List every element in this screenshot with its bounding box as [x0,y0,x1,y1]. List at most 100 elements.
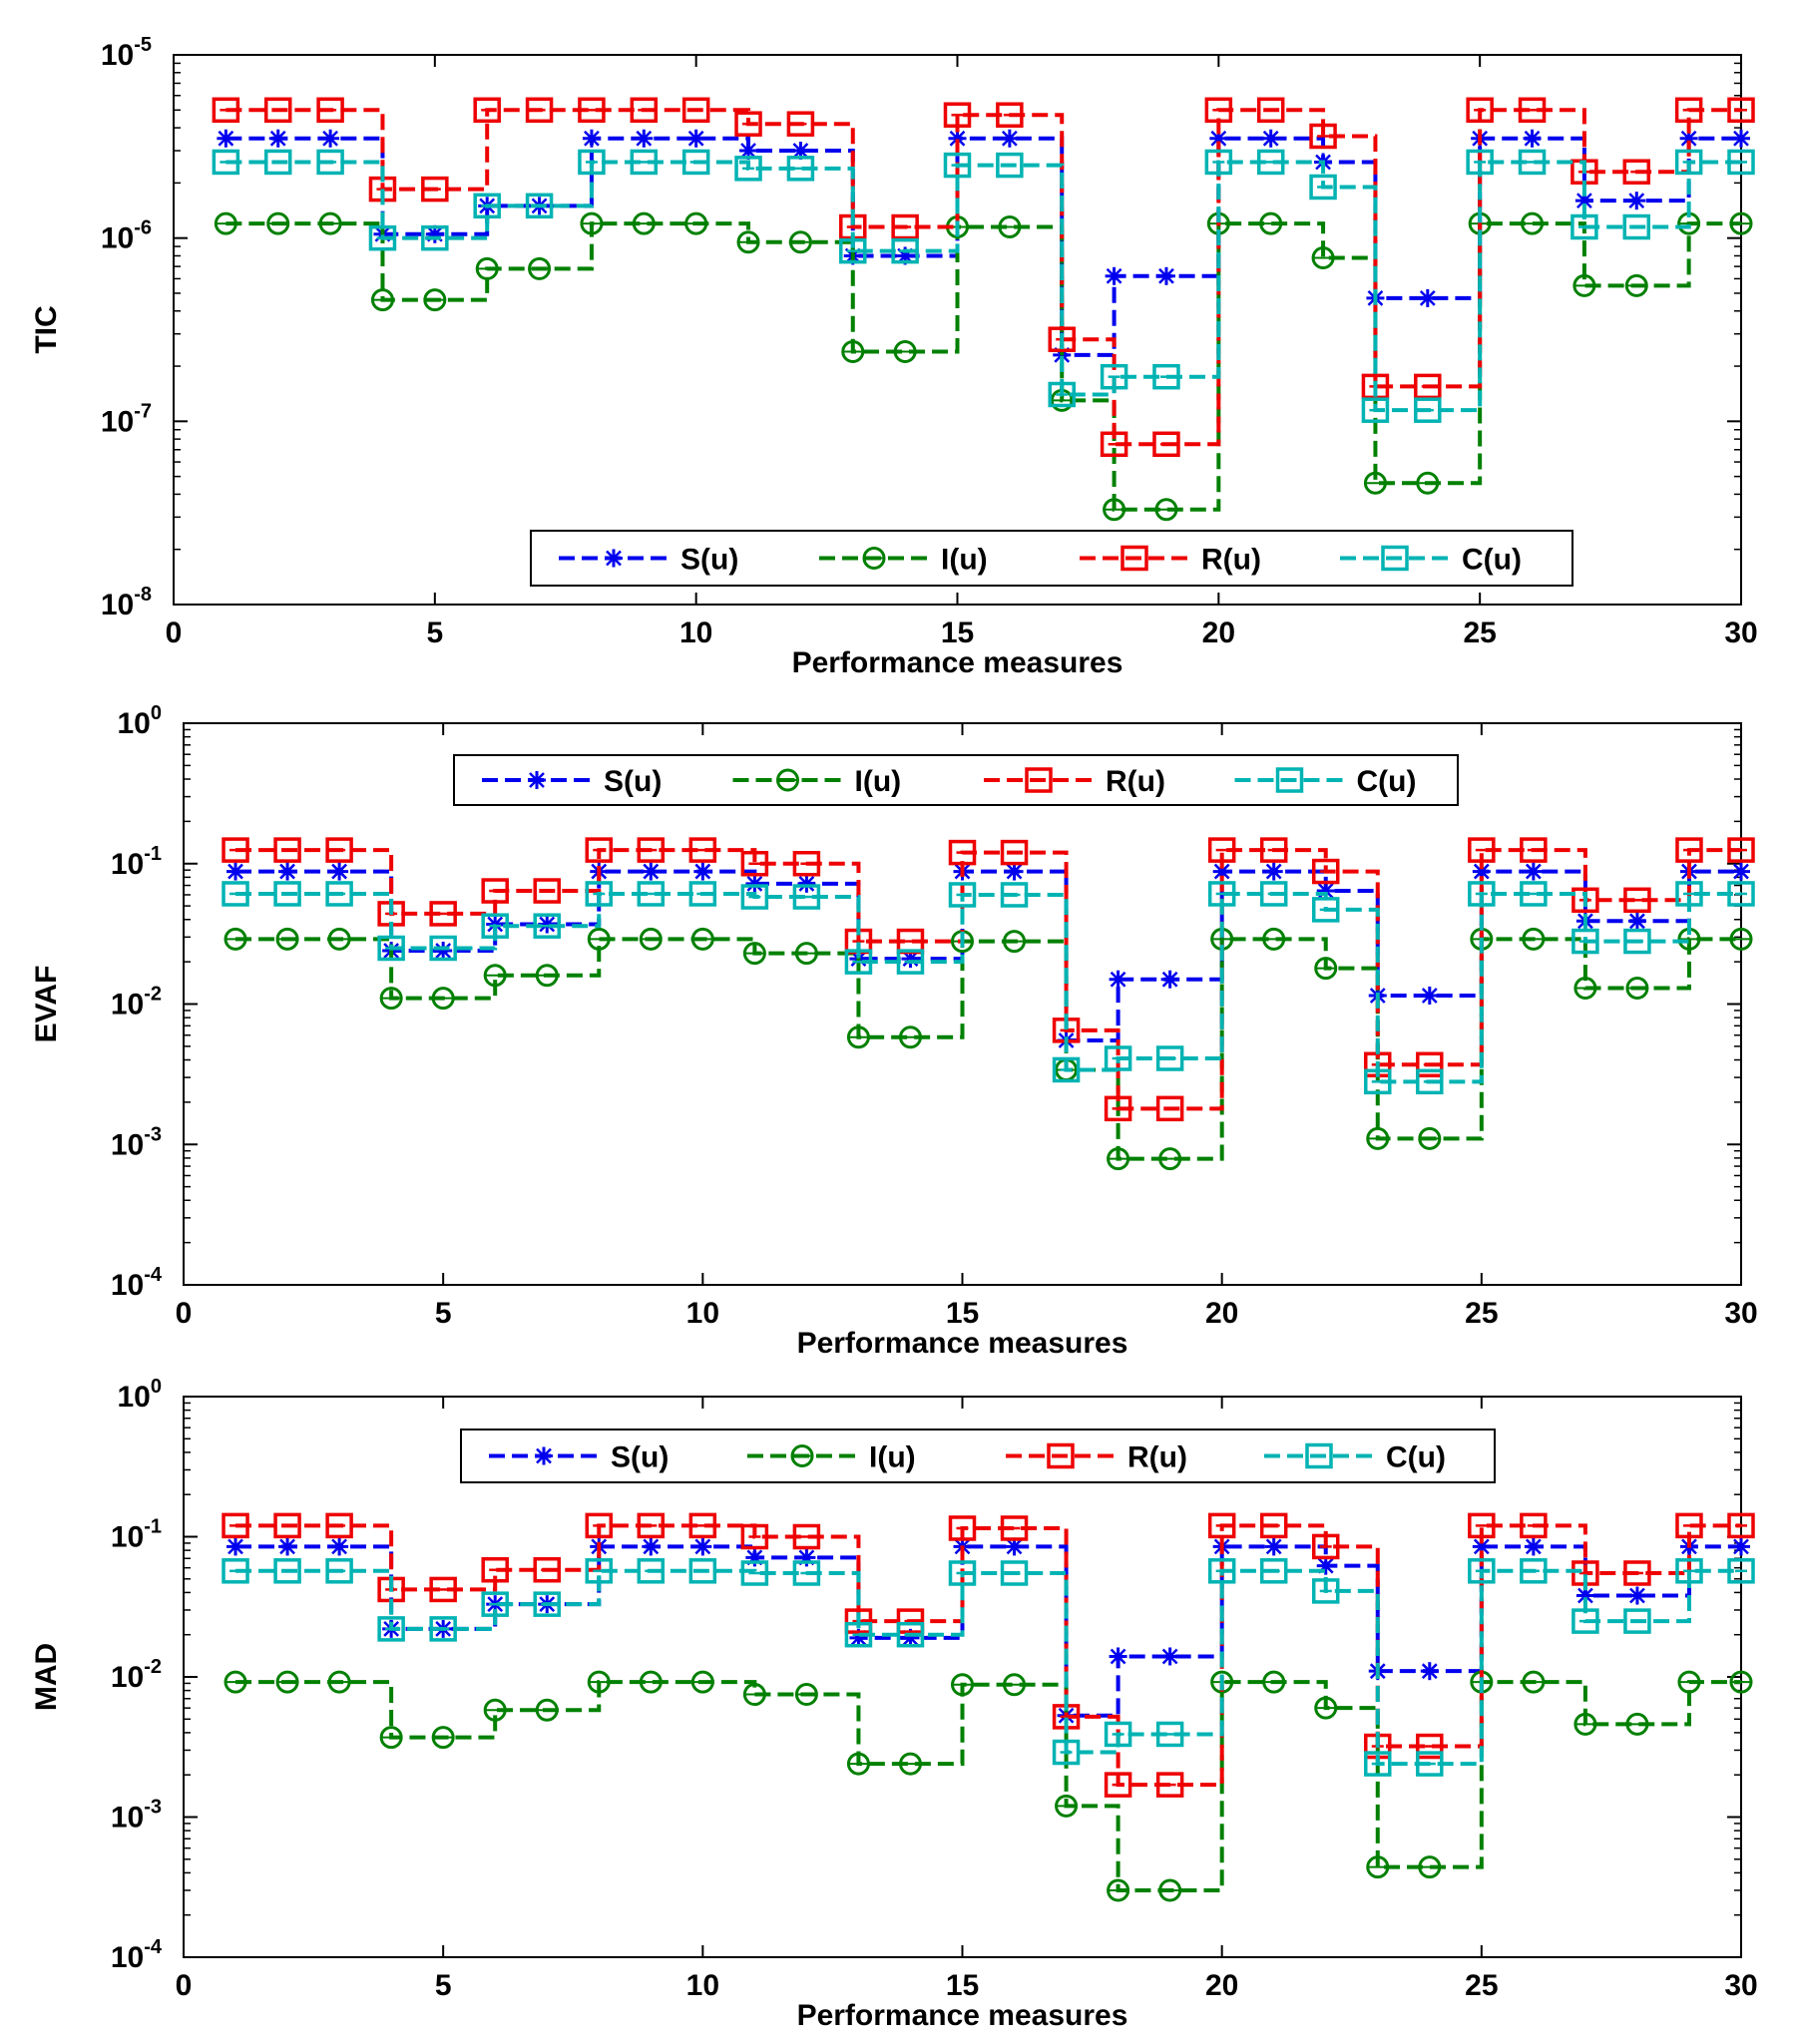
data-point [1468,1512,1496,1539]
data-point [1570,213,1598,240]
data-point [693,862,712,881]
x-tick-label: 10 [679,616,712,649]
data-point-d2 [643,863,660,880]
data-point [632,211,656,235]
data-point [1259,211,1283,235]
series-line [235,1568,1741,1767]
data-point [473,97,501,124]
data-point [278,1537,297,1556]
data-point [1207,1512,1236,1539]
data-point [1468,837,1496,863]
y-axis-label: TIC [30,305,63,353]
data-point-d2 [1001,130,1018,147]
series-line [235,1523,1741,1788]
data-point [996,152,1024,179]
data-point-d2 [1110,1648,1126,1665]
data-point [1468,881,1496,907]
x-tick-label: 20 [1202,616,1235,649]
y-tick-label: 10-3 [111,1123,162,1161]
data-point-d2 [1629,1587,1645,1604]
data-point [1311,897,1340,923]
series-line [235,891,1741,1084]
legend-label: S(u) [680,544,738,577]
data-point [1624,273,1648,297]
data-point [1156,266,1175,285]
data-point [742,942,766,966]
data-point [1210,1670,1234,1694]
data-point [273,1512,301,1539]
legend-label: S(u) [604,765,662,798]
data-point [316,149,344,176]
data-point [533,1591,561,1617]
data-point [1727,1512,1755,1539]
data-point [1003,930,1027,954]
data-point [943,152,972,179]
data-point [1674,97,1703,124]
data-point [1104,1095,1132,1122]
data-point [1000,839,1029,866]
data-point [1103,498,1126,522]
data-point [1309,123,1337,150]
data-point [212,97,240,124]
data-point [1522,927,1546,951]
data-point [681,97,710,124]
data-point [1623,1560,1651,1586]
data-point [1259,1558,1288,1584]
data-point [1000,1560,1029,1586]
data-point [528,256,552,280]
legend-label: R(u) [1201,544,1261,577]
y-tick-label: 10-2 [111,984,162,1022]
data-point [1160,970,1179,989]
data-point [1418,288,1437,307]
data-point [1262,927,1286,951]
data-point [434,941,453,960]
data-point [1627,912,1646,931]
data-point [1622,213,1651,240]
data-point [1418,1855,1442,1879]
data-point [224,927,247,951]
data-point [1152,431,1180,458]
data-point [742,1683,766,1707]
x-tick-label: 0 [176,1969,193,2002]
data-point [635,129,654,148]
legend-marker [1121,545,1148,572]
data-point [535,1698,559,1722]
data-point [1524,1537,1543,1556]
data-point [1522,1670,1546,1694]
data-point [688,1558,717,1584]
legend: S(u) I(u) R(u) C(u) [530,530,1573,587]
data-point [642,1537,661,1556]
data-point [1416,471,1440,495]
data-point [686,129,705,148]
data-point [1727,149,1755,176]
legend-label: C(u) [1386,1441,1446,1474]
series-I(u) [224,1670,1753,1902]
y-tick-label: 10-1 [111,843,162,881]
legend-marker [1025,767,1053,793]
data-point [637,1512,666,1539]
y-tick-label: 10-5 [101,34,152,72]
data-point [891,237,919,264]
data-point-d2 [1210,130,1227,147]
data-point-d2 [694,863,711,880]
data-point [1364,1751,1392,1777]
legend-marker [862,547,886,570]
x-tick-label: 25 [1465,1969,1498,2002]
data-point-d2 [279,863,295,880]
data-point [998,215,1022,239]
data-point [278,862,297,881]
data-point [429,901,457,927]
data-point [481,878,509,904]
y-tick-label: 10-6 [101,217,152,255]
data-point [222,837,249,863]
data-point [786,111,815,137]
data-point [1100,363,1128,390]
data-point [1468,1558,1496,1584]
data-point [275,1670,299,1694]
data-point [846,1025,870,1049]
data-point [224,1670,247,1694]
legend-label: C(u) [1462,544,1522,577]
data-point [222,1558,249,1584]
data-point-d2 [1158,267,1174,284]
